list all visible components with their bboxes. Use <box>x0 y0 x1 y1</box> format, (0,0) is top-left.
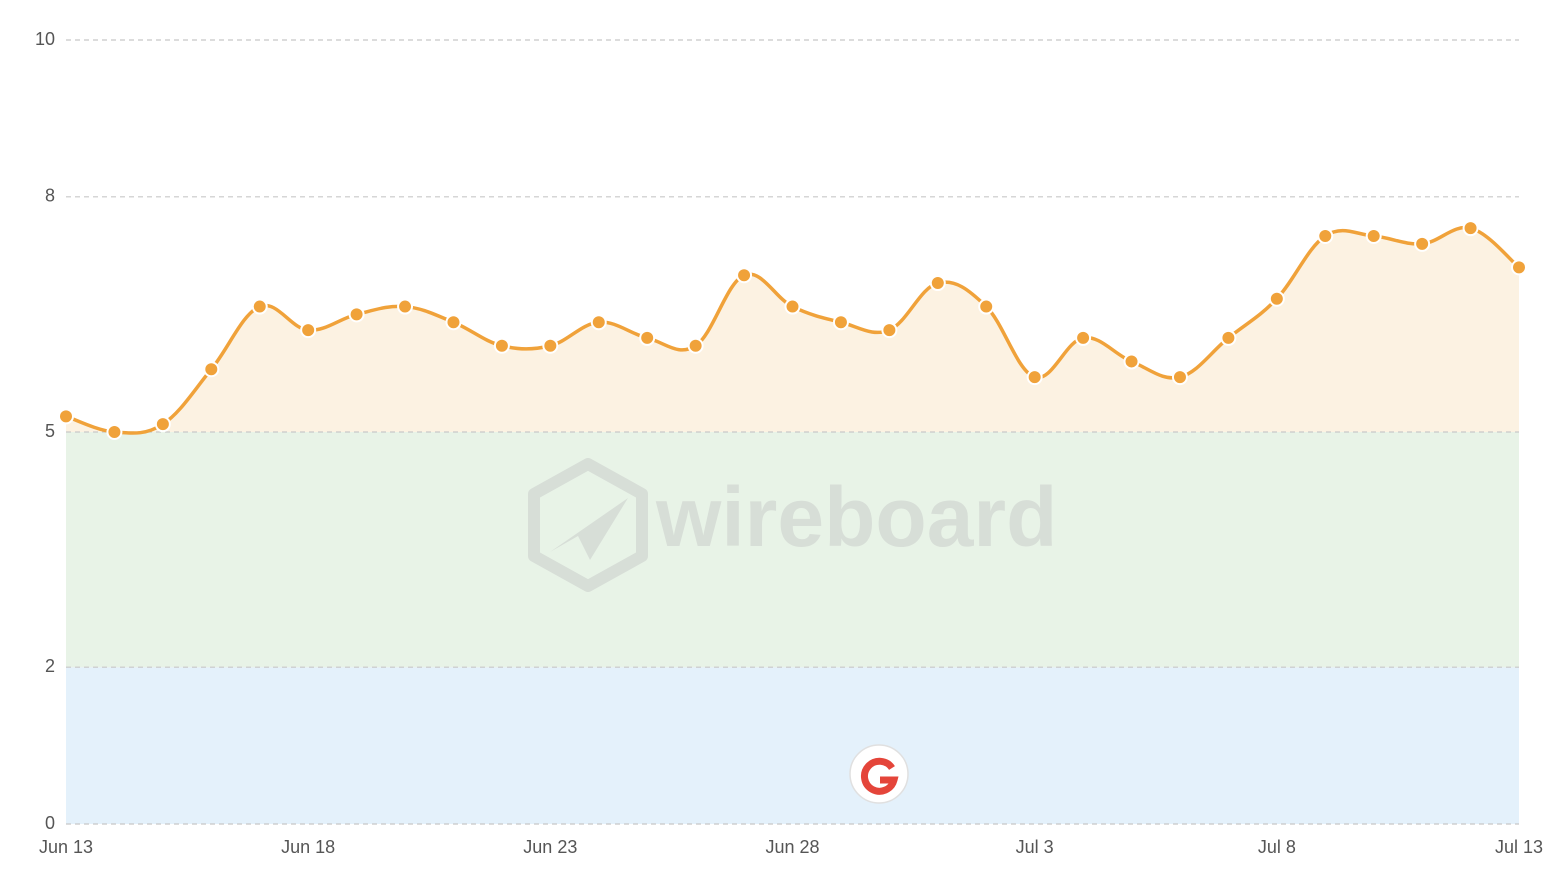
marker-circle <box>849 744 909 804</box>
point <box>978 298 995 315</box>
x-tick-label: Jun 18 <box>281 837 335 857</box>
point <box>1317 228 1334 244</box>
point <box>58 408 74 425</box>
point <box>736 267 753 284</box>
x-tick-label: Jun 23 <box>523 837 577 857</box>
x-tick-label: Jun 13 <box>39 837 93 857</box>
x-tick-label: Jul 13 <box>1495 837 1543 857</box>
point <box>1462 220 1479 237</box>
point <box>542 337 559 354</box>
point <box>154 416 171 433</box>
point <box>929 275 946 292</box>
point <box>784 298 801 315</box>
point <box>1511 259 1527 276</box>
point <box>1171 369 1188 386</box>
point <box>106 424 123 440</box>
point <box>1365 228 1382 244</box>
watermark: wireboard <box>528 458 1057 592</box>
point <box>832 314 849 331</box>
point <box>348 306 365 323</box>
point <box>1268 290 1285 307</box>
y-tick-label: 5 <box>45 421 55 441</box>
x-tick-label: Jul 8 <box>1258 837 1296 857</box>
watermark-text: wireboard <box>655 470 1057 564</box>
band <box>66 432 1519 668</box>
x-tick-label: Jun 28 <box>765 837 819 857</box>
y-tick-label: 8 <box>45 186 55 206</box>
y-tick-label: 10 <box>35 29 55 49</box>
point <box>1414 235 1431 252</box>
x-tick-label: Jul 3 <box>1016 837 1054 857</box>
band <box>66 667 1519 824</box>
point <box>687 337 704 354</box>
point <box>639 329 656 346</box>
y-tick-label: 2 <box>45 656 55 676</box>
point <box>590 314 607 331</box>
point <box>881 322 898 339</box>
point <box>1075 329 1092 346</box>
point <box>300 322 317 339</box>
google-marker <box>849 744 909 804</box>
point <box>397 298 414 315</box>
point <box>1123 353 1140 370</box>
google-icon <box>860 757 899 795</box>
point <box>445 314 462 331</box>
point <box>493 337 510 354</box>
point <box>203 361 220 378</box>
point <box>1220 329 1237 346</box>
point <box>1026 369 1043 386</box>
y-tick-label: 0 <box>45 813 55 833</box>
point <box>251 298 268 315</box>
